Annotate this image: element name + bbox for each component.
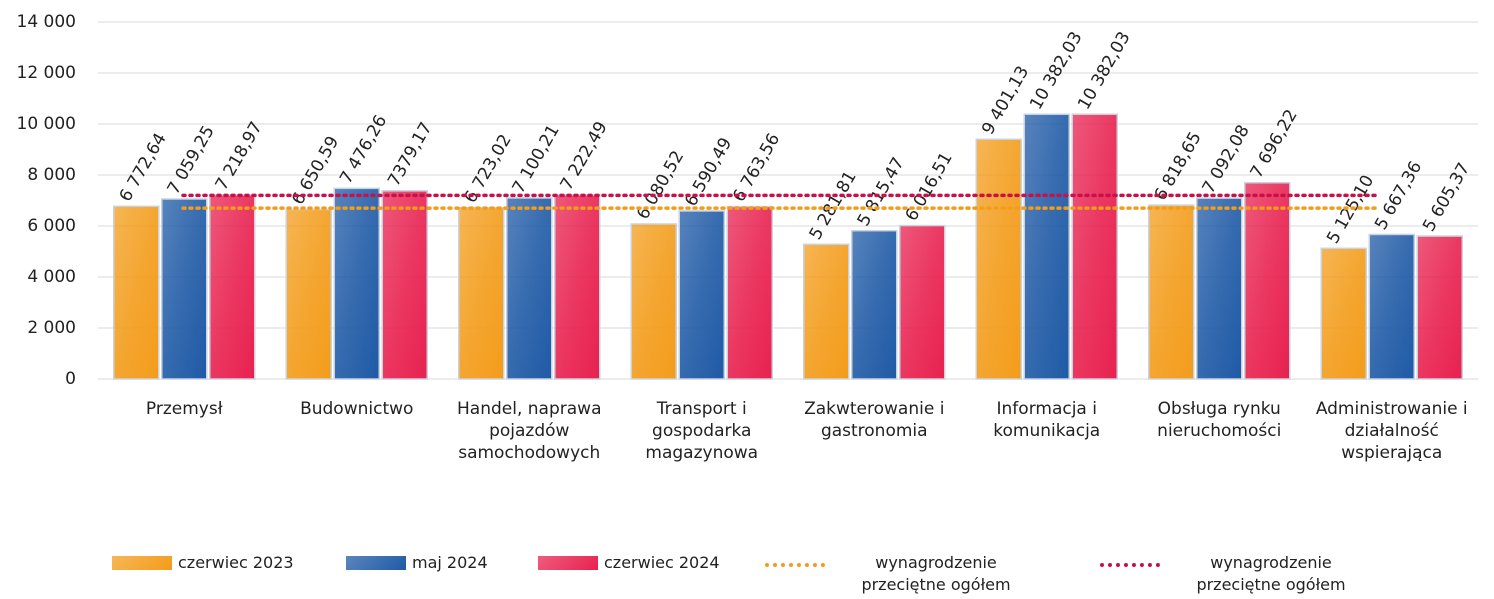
value-label: 7 476,26 — [336, 112, 391, 188]
value-label: 5 605,37 — [1419, 160, 1474, 236]
x-tick-label: Administrowanie i działalność wspierając… — [1315, 399, 1468, 463]
bar — [899, 224, 946, 380]
bar — [1071, 113, 1118, 380]
bar — [161, 198, 208, 380]
bar — [1244, 181, 1291, 380]
bar — [506, 197, 553, 380]
bar — [554, 194, 601, 380]
legend-item: czerwiec 2024 — [538, 552, 720, 574]
x-tick-label: Handel, naprawa pojazdów samochodowych — [457, 399, 602, 463]
legend-label: czerwiec 2024 — [604, 553, 720, 572]
bar — [1196, 197, 1243, 380]
x-tick-label: Obsługa rynku nieruchomości — [1157, 399, 1282, 441]
value-label: 6 016,51 — [902, 149, 957, 225]
y-tick-label: 2 000 — [27, 318, 76, 338]
bar — [1148, 204, 1195, 380]
x-tick-label: Przemysł — [145, 399, 223, 419]
x-tick-label: Transport i gospodarka magazynowa — [645, 399, 759, 463]
legend-swatch — [112, 556, 172, 570]
bar — [458, 206, 505, 380]
value-label: 5 667,36 — [1371, 158, 1426, 234]
y-tick-label: 14 000 — [17, 12, 76, 32]
bar — [975, 138, 1022, 380]
legend-label: wynagrodzenie przeciętne ogółem czerwiec… — [1196, 553, 1346, 599]
bar — [678, 210, 725, 380]
x-tick-label: Budownictwo — [300, 399, 414, 419]
value-label: 6 818,65 — [1151, 129, 1206, 205]
legend-swatch — [538, 556, 598, 570]
value-label: 7 218,97 — [212, 118, 267, 194]
bar — [726, 205, 773, 380]
y-tick-label: 0 — [65, 369, 76, 389]
legend-swatch — [1100, 563, 1160, 567]
value-label: 7379,17 — [384, 119, 436, 190]
bar — [1023, 113, 1070, 380]
legend-item: wynagrodzenie przeciętne ogółem czerwiec… — [765, 552, 1085, 599]
bar — [1320, 247, 1367, 380]
bar — [851, 229, 898, 380]
bar — [209, 194, 256, 380]
legend-item: czerwiec 2023 — [112, 552, 294, 574]
x-tick-label: Informacja i komunikacja — [993, 399, 1101, 441]
legend-label: czerwiec 2023 — [178, 553, 294, 572]
value-label: 7 059,25 — [164, 122, 219, 198]
y-tick-label: 8 000 — [27, 165, 76, 185]
legend-label: maj 2024 — [412, 553, 488, 572]
value-label: 7 100,21 — [509, 121, 564, 197]
value-label: 7 222,49 — [557, 118, 612, 194]
bar — [1368, 233, 1415, 380]
bar — [630, 223, 677, 380]
value-label: 6 772,64 — [116, 130, 171, 206]
y-tick-label: 6 000 — [27, 216, 76, 236]
legend-item: wynagrodzenie przeciętne ogółem czerwiec… — [1100, 552, 1420, 599]
value-label: 6 590,49 — [681, 134, 736, 210]
value-label: 7 696,22 — [1247, 106, 1302, 182]
bar — [285, 208, 332, 380]
value-label: 5 815,47 — [854, 154, 909, 230]
y-tick-label: 12 000 — [17, 63, 76, 83]
bar — [1416, 235, 1463, 380]
y-tick-label: 10 000 — [17, 114, 76, 134]
legend-label: wynagrodzenie przeciętne ogółem czerwiec… — [861, 553, 1011, 599]
legend-swatch — [346, 556, 406, 570]
bar — [113, 205, 160, 380]
y-tick-label: 4 000 — [27, 267, 76, 287]
bar — [381, 190, 428, 380]
x-tick-label: Zakwterowanie i gastronomia — [804, 399, 945, 441]
bar — [803, 243, 850, 380]
legend-swatch — [765, 563, 825, 567]
bar — [333, 187, 380, 380]
legend-item: maj 2024 — [346, 552, 488, 574]
